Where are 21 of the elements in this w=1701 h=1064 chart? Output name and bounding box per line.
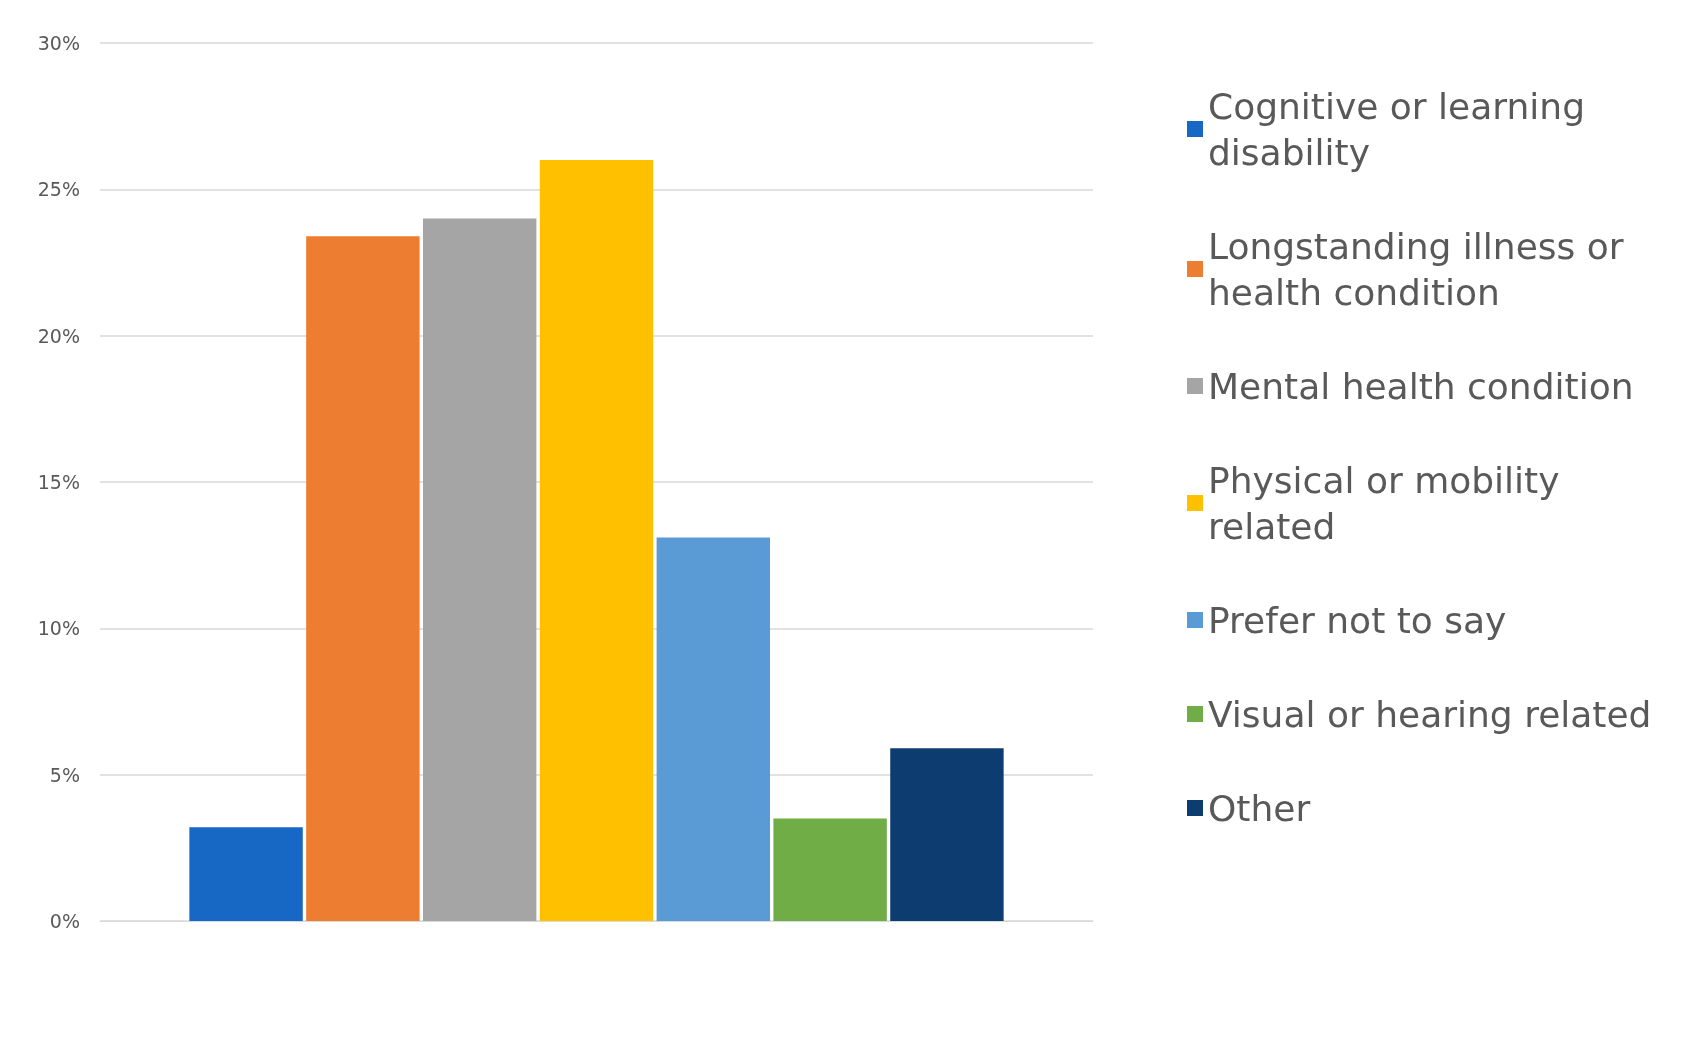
bar [773,818,887,921]
y-tick-label: 15% [37,471,80,493]
bar [656,537,771,921]
legend-label: Other [1208,787,1311,829]
y-tick-label: 10% [37,617,80,640]
bar [539,160,654,921]
legend-label: Mental health condition [1208,365,1634,407]
legend-label: Visual or hearing related [1208,693,1652,735]
bar [890,748,1004,921]
y-tick-label: 5% [49,763,80,786]
y-tick-label: 25% [37,178,80,201]
bar [306,236,420,921]
y-tick-label: 30% [37,32,80,54]
legend-label: Prefer not to say [1208,599,1507,641]
y-tick-label: 20% [37,324,80,347]
y-tick-label: 0% [49,910,80,932]
bar [422,218,537,921]
legend-label: Cognitive or learning disability [1208,85,1597,173]
legend-label: Longstanding illness or health condition [1208,225,1636,313]
legend-label: Physical or mobility related [1208,459,1571,547]
bar [189,827,303,921]
